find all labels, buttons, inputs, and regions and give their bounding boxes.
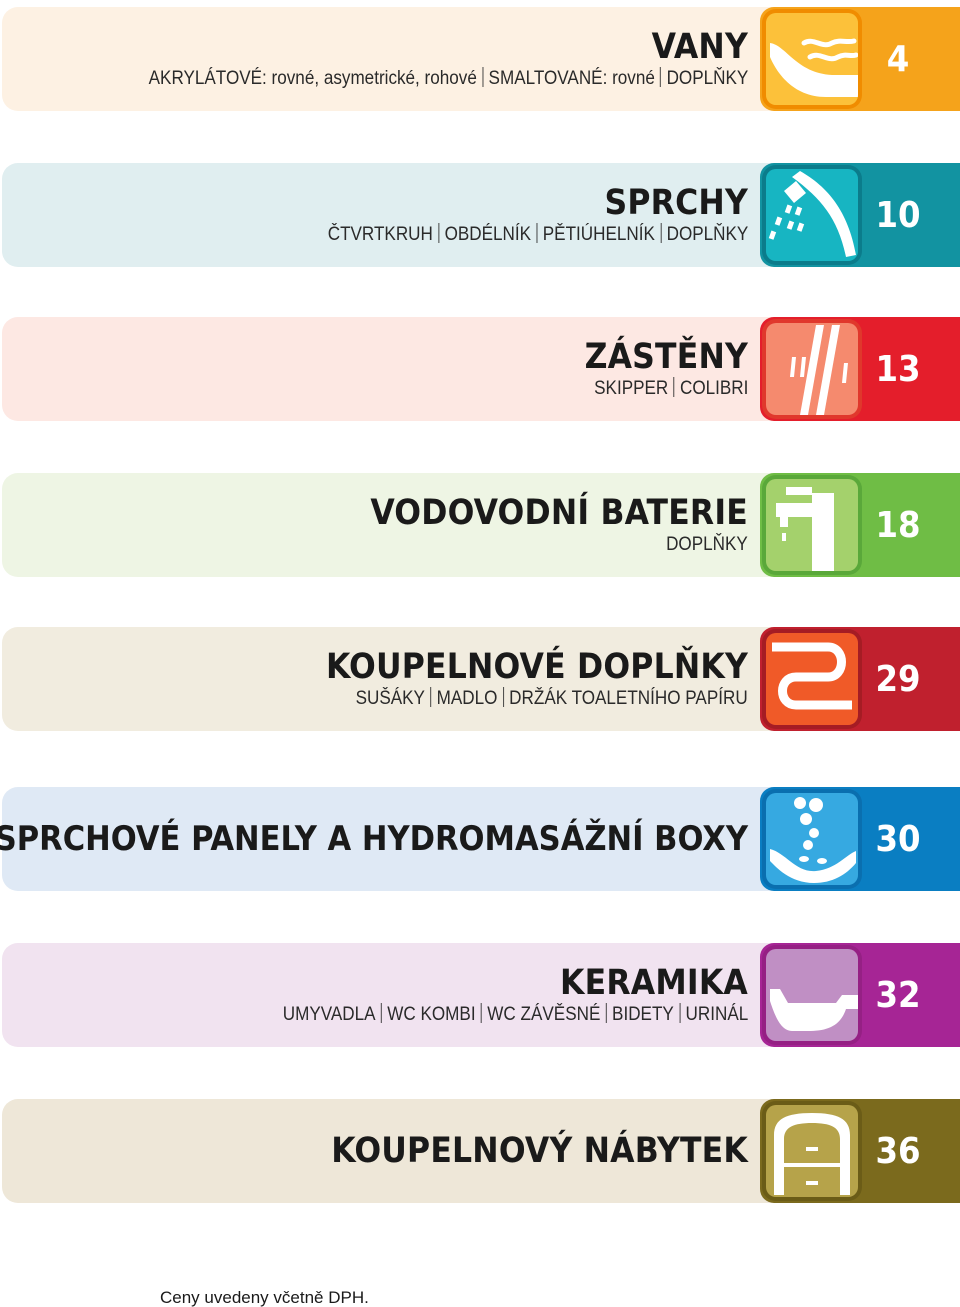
- separator: [481, 67, 483, 87]
- separator: [673, 377, 675, 397]
- page-number: 13: [875, 348, 921, 390]
- section-row-vodovodni-baterie[interactable]: 18 VODOVODNÍ BATERIE DOPLŇKY: [0, 473, 960, 577]
- section-subtitle: DOPLŇKY: [666, 534, 748, 555]
- shower-icon: [766, 169, 858, 261]
- page-number: 32: [875, 974, 921, 1016]
- section-title: KOUPELNOVÝ NÁBYTEK: [331, 1131, 748, 1171]
- section-text: KOUPELNOVÉ DOPLŇKY SUŠÁKY MADLO DRŽÁK TOAL…: [312, 627, 748, 731]
- page-number: 10: [875, 194, 921, 236]
- section-band: [2, 317, 802, 421]
- separator: [480, 1003, 482, 1023]
- section-row-sprchy[interactable]: 10 SPRCHY ČTVRTKRUH OBDÉLNÍK PĚTIÚHELNÍK DO…: [0, 163, 960, 267]
- section-row-zasteny[interactable]: 13 ZÁSTĚNY SKIPPER COLIBRI: [0, 317, 960, 421]
- towel-rail-icon: [766, 633, 858, 725]
- section-band: [2, 943, 802, 1047]
- section-subtitle: SKIPPER COLIBRI: [593, 377, 748, 399]
- section-title: KOUPELNOVÉ DOPLŇKY: [325, 647, 748, 687]
- section-text: VODOVODNÍ BATERIE DOPLŇKY: [370, 473, 748, 577]
- page-number: 36: [875, 1130, 921, 1172]
- section-subtitle: AKRYLÁTOVÉ: rovné, asymetrické, rohové SM…: [148, 67, 748, 89]
- section-band: [2, 7, 802, 111]
- separator: [536, 223, 538, 243]
- section-title: ZÁSTĚNY: [584, 337, 748, 377]
- separator: [437, 223, 439, 243]
- section-row-koupelnove-doplnky[interactable]: 29 KOUPELNOVÉ DOPLŇKY SUŠÁKY MADLO DRŽÁK T…: [0, 627, 960, 731]
- section-title: KERAMIKA: [560, 963, 748, 1003]
- separator: [659, 223, 661, 243]
- section-band: [2, 787, 802, 891]
- section-row-sprchove-panely[interactable]: 30 SPRCHOVÉ PANELY A HYDROMASÁŽNÍ BOXY: [0, 787, 960, 891]
- section-row-keramika[interactable]: 32 KERAMIKA UMYVADLA WC KOMBI WC ZÁVĚSNÉ BI…: [0, 943, 960, 1047]
- section-text: ZÁSTĚNY SKIPPER COLIBRI: [577, 317, 748, 421]
- section-row-koupelnovy-nabytek[interactable]: 36 KOUPELNOVÝ NÁBYTEK: [0, 1099, 960, 1203]
- separator: [605, 1003, 607, 1023]
- washbasin-icon: [766, 949, 858, 1041]
- page-number: 18: [875, 504, 921, 546]
- price-note: Ceny uvedeny včetně DPH.: [160, 1288, 369, 1307]
- section-text: KERAMIKA UMYVADLA WC KOMBI WC ZÁVĚSNÉ BIDET…: [231, 943, 748, 1047]
- section-title: SPRCHY: [604, 183, 748, 223]
- section-title: SPRCHOVÉ PANELY A HYDROMASÁŽNÍ BOXY: [0, 819, 748, 859]
- page-number: 30: [875, 818, 921, 860]
- section-subtitle: SUŠÁKY MADLO DRŽÁK TOALETNÍHO PAPÍRU: [355, 687, 748, 709]
- separator: [503, 687, 505, 707]
- separator: [380, 1003, 382, 1023]
- section-text: SPRCHOVÉ PANELY A HYDROMASÁŽNÍ BOXY: [0, 787, 748, 891]
- hydromassage-icon: [766, 793, 858, 885]
- section-band: [2, 627, 802, 731]
- page-number: 29: [875, 658, 921, 700]
- section-text: KOUPELNOVÝ NÁBYTEK: [331, 1099, 748, 1203]
- section-subtitle: UMYVADLA WC KOMBI WC ZÁVĚSNÉ BIDETY URINÁL: [282, 1003, 748, 1025]
- faucet-icon: [766, 479, 858, 571]
- section-text: SPRCHY ČTVRTKRUH OBDÉLNÍK PĚTIÚHELNÍK DOPLŇ…: [281, 163, 748, 267]
- separator: [430, 687, 432, 707]
- section-title: VODOVODNÍ BATERIE: [370, 493, 748, 533]
- section-text: VANY AKRYLÁTOVÉ: rovné, asymetrické, roh…: [82, 7, 748, 111]
- page-number: 4: [886, 38, 910, 80]
- shower-screen-icon: [766, 323, 858, 415]
- section-title: VANY: [651, 27, 748, 67]
- separator: [659, 67, 661, 87]
- cabinet-icon: [766, 1105, 858, 1197]
- section-band: [2, 473, 802, 577]
- section-band: [2, 163, 802, 267]
- separator: [678, 1003, 680, 1023]
- section-band: [2, 1099, 802, 1203]
- section-row-vany[interactable]: 4 VANY AKRYLÁTOVÉ: rovné, asymetrické, r…: [0, 7, 960, 111]
- section-subtitle: ČTVRTKRUH OBDÉLNÍK PĚTIÚHELNÍK DOPLŇKY: [327, 223, 748, 245]
- bathtub-icon: [766, 13, 858, 105]
